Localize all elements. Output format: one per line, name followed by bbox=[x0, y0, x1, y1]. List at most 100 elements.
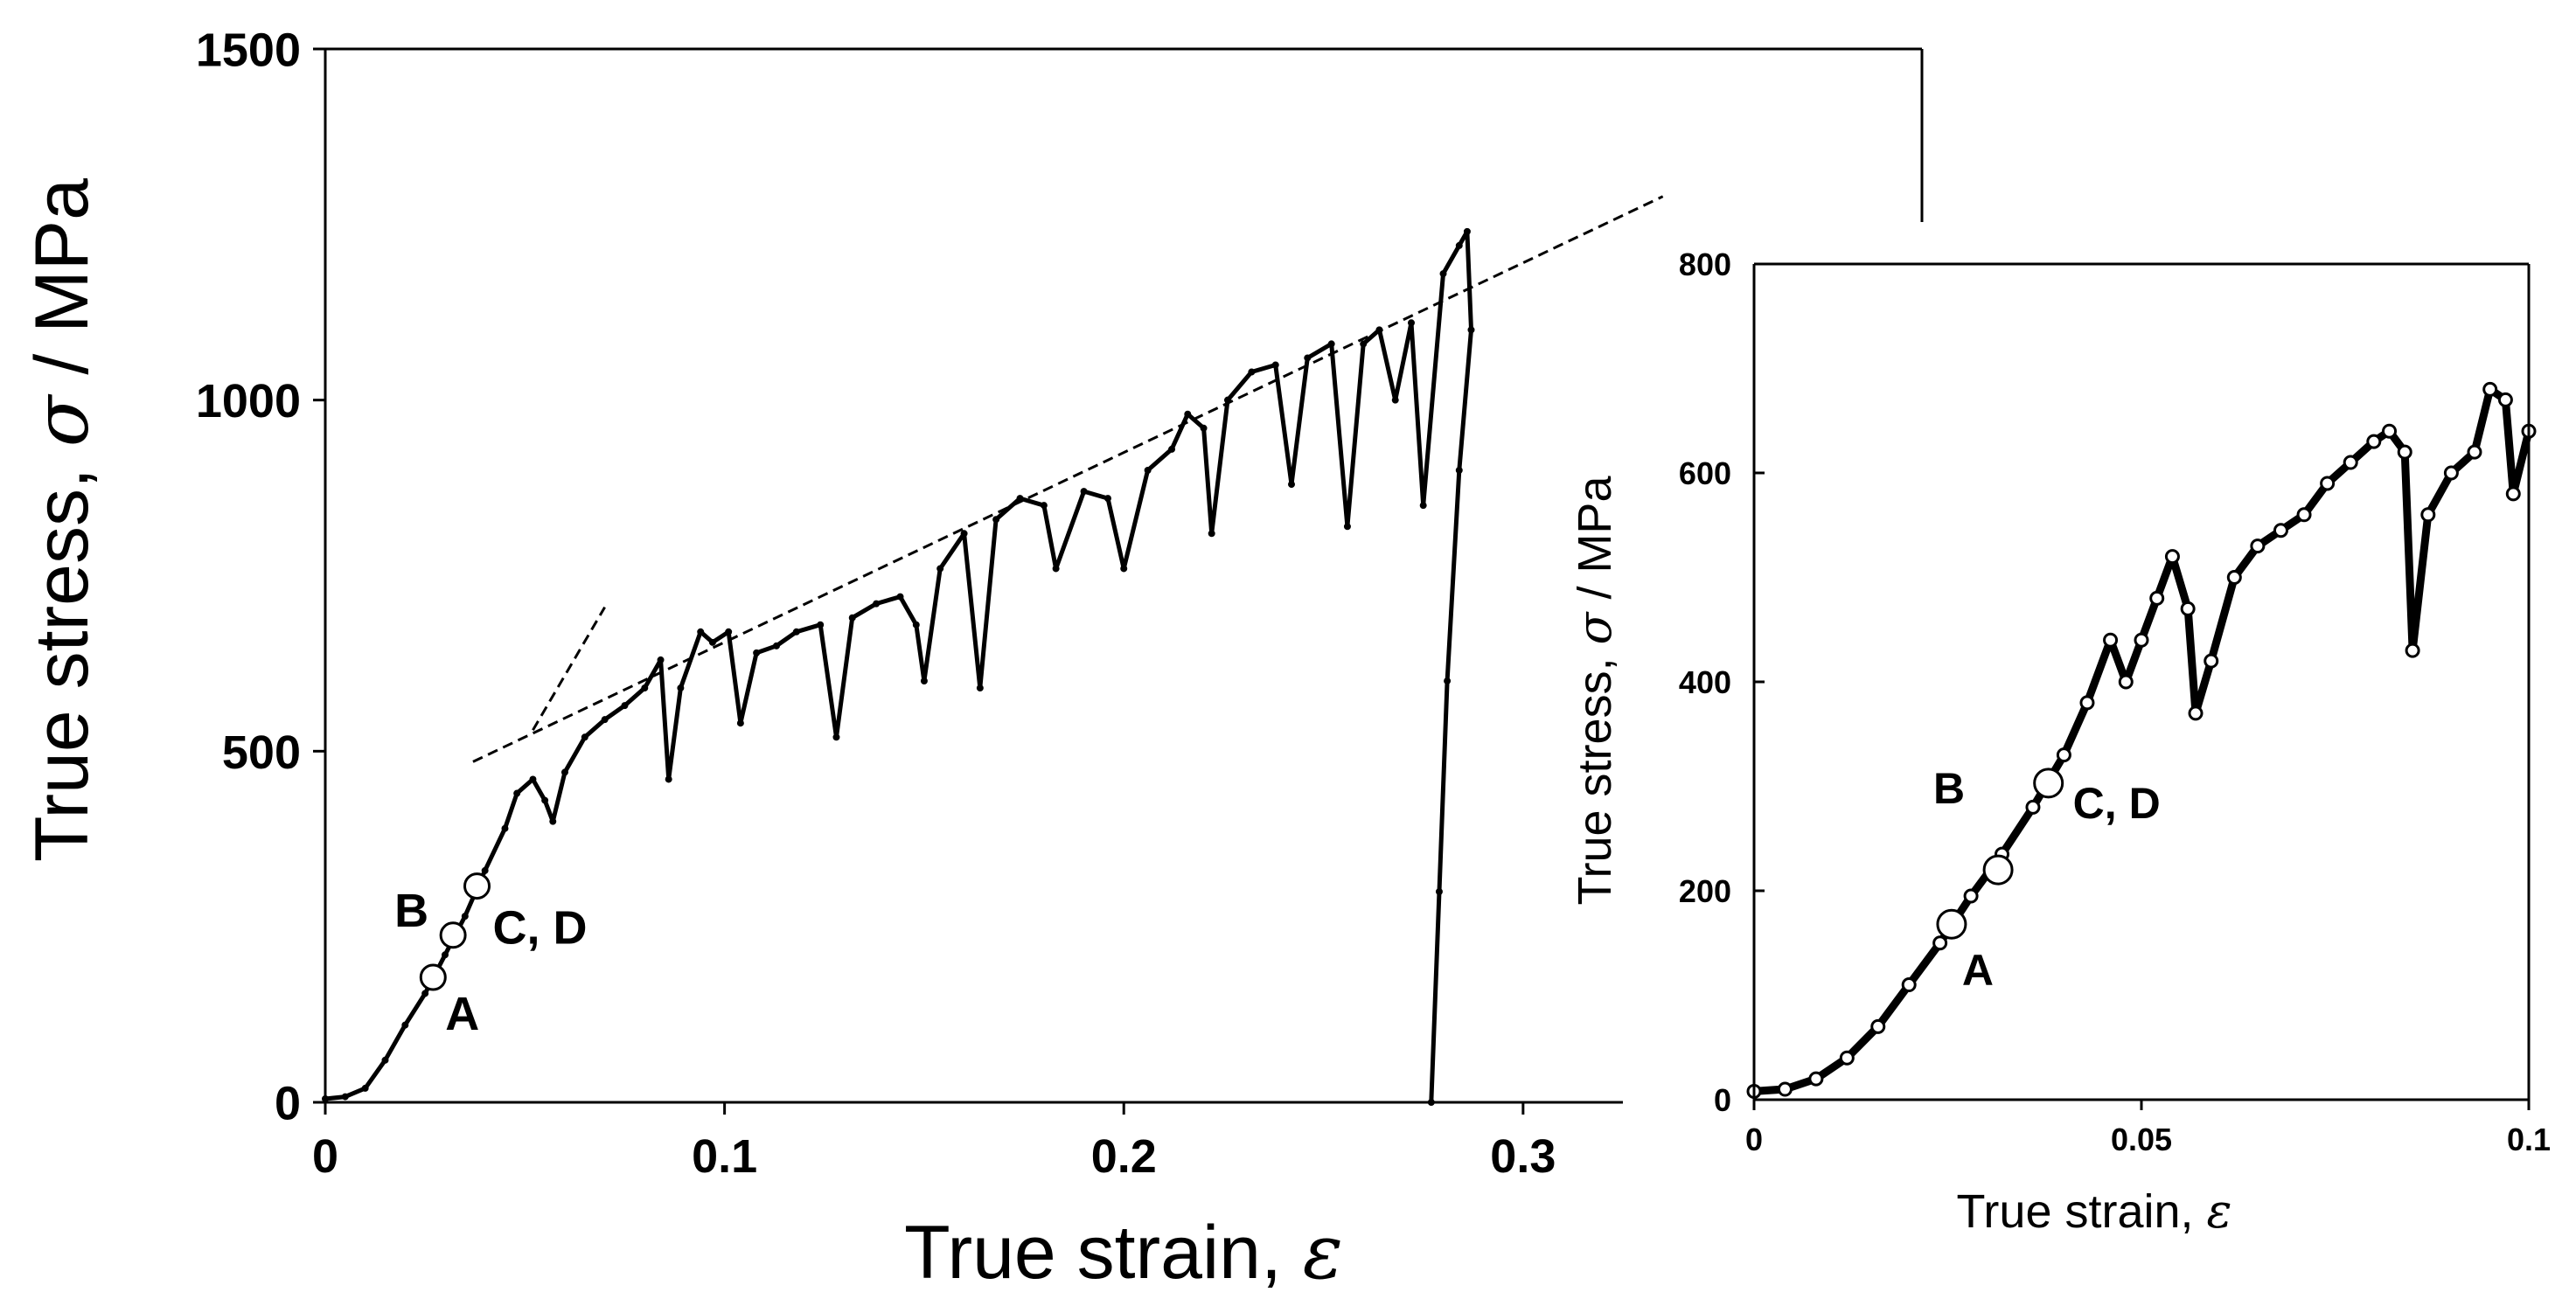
data-point bbox=[1455, 241, 1463, 249]
inset-ticks: 0 0.05 0.1 0 200 400 600 800 bbox=[1679, 247, 2551, 1157]
data-point bbox=[513, 789, 521, 797]
data-point bbox=[361, 1084, 369, 1092]
y-tick-label: 400 bbox=[1679, 664, 1731, 700]
data-point bbox=[1439, 270, 1447, 278]
y-tick-label: 1500 bbox=[196, 24, 301, 76]
data-point bbox=[541, 796, 549, 804]
y-tick-label: 500 bbox=[222, 726, 301, 779]
data-point bbox=[2056, 747, 2071, 763]
data-point bbox=[2079, 695, 2095, 711]
main-point-markers: AB C, D bbox=[394, 872, 588, 1040]
marker-b bbox=[1982, 854, 2014, 886]
marker-label: A bbox=[445, 988, 479, 1040]
marker-label: C, D bbox=[493, 902, 588, 955]
data-point bbox=[1104, 495, 1111, 503]
x-tick-label: 0.2 bbox=[1091, 1130, 1157, 1183]
y-tick-label: 1000 bbox=[196, 375, 301, 427]
data-point bbox=[2343, 455, 2358, 470]
data-point bbox=[1040, 502, 1048, 510]
main-fit-lines bbox=[472, 195, 1664, 763]
data-point bbox=[501, 824, 509, 832]
data-point bbox=[1407, 319, 1415, 327]
data-point bbox=[2296, 507, 2312, 523]
data-point bbox=[832, 733, 840, 741]
data-point bbox=[697, 628, 705, 636]
y-tick-label: 800 bbox=[1679, 247, 1731, 282]
data-point bbox=[1168, 445, 1176, 453]
marker-label: B bbox=[1933, 764, 1965, 813]
data-point bbox=[2188, 705, 2204, 721]
data-point bbox=[2025, 799, 2041, 815]
data-point bbox=[549, 817, 557, 825]
x-tick-label: 0 bbox=[1745, 1122, 1763, 1157]
data-point bbox=[2149, 590, 2165, 606]
data-point bbox=[2103, 632, 2119, 648]
data-point bbox=[2405, 643, 2420, 658]
data-point bbox=[1932, 935, 1948, 951]
data-point bbox=[529, 775, 537, 783]
data-point bbox=[2180, 601, 2196, 616]
data-point bbox=[2250, 538, 2266, 554]
marker-label: B bbox=[394, 885, 428, 937]
inset-x-axis-title: True strain, ε bbox=[1956, 1184, 2231, 1239]
data-point bbox=[581, 733, 588, 741]
data-point bbox=[665, 775, 672, 783]
data-point bbox=[1288, 481, 1296, 489]
data-point bbox=[1343, 523, 1351, 531]
data-point bbox=[401, 1021, 409, 1029]
data-point bbox=[873, 600, 881, 608]
data-point bbox=[481, 866, 489, 874]
data-point bbox=[2382, 423, 2398, 439]
data-point bbox=[560, 768, 568, 776]
data-point bbox=[708, 638, 716, 646]
data-point bbox=[1052, 565, 1060, 573]
inset-point-markers: A B C, D bbox=[1933, 764, 2161, 995]
data-point bbox=[1248, 368, 1256, 376]
data-point bbox=[912, 621, 920, 629]
data-point bbox=[1777, 1081, 1793, 1097]
data-point bbox=[1435, 888, 1443, 895]
fit-line bbox=[472, 195, 1664, 763]
data-point bbox=[772, 642, 780, 650]
marker-cd bbox=[2033, 768, 2064, 799]
data-point bbox=[848, 614, 856, 622]
data-point bbox=[960, 530, 968, 538]
data-point bbox=[1391, 396, 1399, 404]
data-point bbox=[2204, 653, 2219, 669]
data-point bbox=[1144, 467, 1152, 474]
y-tick-label: 200 bbox=[1679, 873, 1731, 909]
data-point bbox=[1870, 1018, 1886, 1034]
data-point bbox=[621, 702, 629, 710]
main-x-axis-title: True strain, ε bbox=[904, 1209, 1343, 1296]
data-point bbox=[1463, 227, 1471, 235]
data-point bbox=[992, 516, 1000, 524]
data-point bbox=[736, 719, 744, 727]
data-point bbox=[677, 684, 685, 692]
data-point bbox=[1120, 565, 1128, 573]
data-point bbox=[341, 1093, 349, 1101]
inset-data-marks bbox=[1746, 381, 2537, 1099]
marker-a bbox=[1936, 908, 1967, 940]
marker-b bbox=[439, 921, 467, 949]
data-point bbox=[1200, 424, 1208, 432]
data-point bbox=[1444, 677, 1452, 684]
data-point bbox=[753, 649, 761, 656]
data-point bbox=[2482, 381, 2498, 397]
data-point bbox=[1271, 361, 1279, 369]
data-point bbox=[2164, 549, 2180, 565]
data-point bbox=[2467, 444, 2482, 460]
data-point bbox=[2226, 570, 2242, 585]
x-tick-label: 0.3 bbox=[1490, 1130, 1556, 1183]
x-tick-label: 0.05 bbox=[2111, 1122, 2172, 1157]
data-point bbox=[2320, 476, 2336, 491]
data-point bbox=[1419, 502, 1427, 510]
data-point bbox=[976, 684, 984, 692]
data-point bbox=[2505, 486, 2521, 502]
data-point bbox=[1208, 530, 1215, 538]
data-point bbox=[1304, 354, 1312, 362]
y-tick-label: 0 bbox=[275, 1077, 301, 1129]
data-point bbox=[2397, 444, 2412, 460]
data-point bbox=[1455, 467, 1463, 474]
inset-stress-strain-chart: 0 0.05 0.1 0 200 400 600 800 A B C, D True stress… bbox=[1567, 247, 2551, 1239]
